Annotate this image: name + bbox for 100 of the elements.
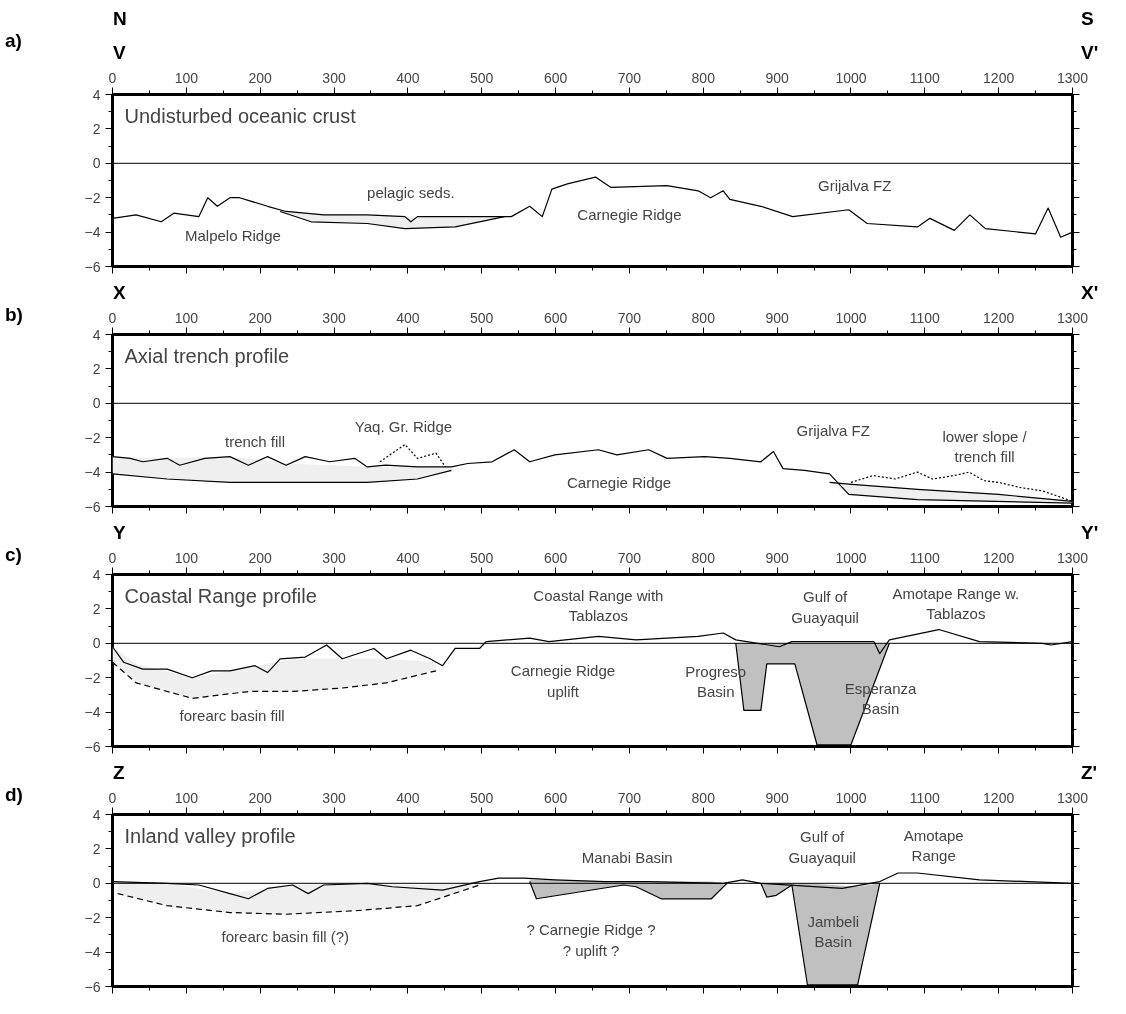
text: Undisturbed oceanic crust <box>124 104 357 127</box>
y-tick-label: 2 <box>92 120 101 137</box>
x-tick-label: 200 <box>248 309 273 326</box>
y-tick-label: 0 <box>92 155 101 172</box>
x-tick-label: 500 <box>470 789 494 806</box>
y-tick-label: −2 <box>84 429 101 446</box>
x-tick-label: 0 <box>108 549 117 566</box>
annotation: Malpelo Ridge <box>184 227 281 245</box>
x-tick-label: 200 <box>248 69 273 86</box>
y-tick-label: −2 <box>84 669 101 686</box>
x-tick-label: 1000 <box>835 789 867 806</box>
x-tick-label: 200 <box>248 789 273 806</box>
x-tick-label: 1000 <box>835 549 867 566</box>
y-tick-label: −2 <box>84 189 101 206</box>
x-tick-label: 100 <box>174 789 199 806</box>
x-tick-label: 600 <box>543 69 568 86</box>
annotation: trench fill <box>225 432 286 450</box>
x-tick-label: 900 <box>765 309 790 326</box>
annotation: Amotape Range <box>903 826 964 865</box>
annotation: Grijalva FZ <box>817 177 892 195</box>
text: Z <box>113 761 125 785</box>
x-tick-label: 1300 <box>1056 309 1089 326</box>
chart-title: c) <box>5 543 22 567</box>
x-tick-label: 800 <box>691 309 716 326</box>
y-tick-label: −2 <box>84 909 101 926</box>
x-tick-label: 800 <box>691 789 716 806</box>
annotation: Jambeli Basin <box>807 912 860 951</box>
text: S <box>1081 7 1094 31</box>
chart-title: d) <box>5 783 23 807</box>
y-tick-label: −4 <box>84 944 101 961</box>
y-tick-label: −6 <box>84 498 101 515</box>
x-tick-label: 400 <box>396 69 420 86</box>
text: X <box>113 281 126 305</box>
y-tick-label: 2 <box>92 360 101 377</box>
text: Axial trench profile <box>124 344 290 367</box>
x-tick-label: 300 <box>322 69 346 86</box>
x-tick-label: 400 <box>396 309 420 326</box>
x-tick-label: 800 <box>691 69 716 86</box>
y-tick-label: −6 <box>84 738 101 755</box>
annotation: Amotape Range w. Tablazos <box>892 585 1020 623</box>
y-tick-label: 4 <box>92 806 101 823</box>
x-tick-label: 100 <box>174 309 199 326</box>
text: Inland valley profile <box>124 824 296 847</box>
x-tick-label: 400 <box>396 549 420 566</box>
text: N <box>113 7 127 31</box>
x-tick-label: 1300 <box>1056 789 1089 806</box>
y-tick-label: 2 <box>92 840 101 857</box>
text: V' <box>1081 41 1099 65</box>
annotation: Yaq. Gr. Ridge <box>354 418 453 436</box>
x-tick-label: 900 <box>765 69 790 86</box>
annotation: Gulf of Guayaquil <box>791 588 859 626</box>
x-tick-label: 300 <box>322 789 346 806</box>
x-tick-label: 1200 <box>983 789 1015 806</box>
x-tick-label: 400 <box>396 789 420 806</box>
x-tick-label: 600 <box>543 309 568 326</box>
y-tick-label: −4 <box>84 464 101 481</box>
x-tick-label: 700 <box>617 309 642 326</box>
x-tick-label: 1000 <box>835 69 867 86</box>
text: Coastal Range profile <box>124 584 317 607</box>
annotation: lower slope / trench fill <box>942 427 1028 465</box>
x-tick-label: 700 <box>617 69 642 86</box>
x-tick-label: 100 <box>174 549 199 566</box>
annotation: pelagic seds. <box>367 184 455 202</box>
y-tick-label: 0 <box>92 875 101 892</box>
text: Y <box>113 521 126 545</box>
y-tick-label: −4 <box>84 224 101 241</box>
y-tick-label: −6 <box>84 258 101 275</box>
text: X' <box>1081 281 1099 305</box>
annotation: Carnegie Ridge <box>566 473 672 491</box>
x-tick-label: 300 <box>322 309 346 326</box>
text: Y' <box>1081 521 1099 545</box>
x-tick-label: 200 <box>248 549 273 566</box>
annotation: Grijalva FZ <box>796 422 870 440</box>
x-tick-label: 500 <box>470 69 494 86</box>
annotation: Coastal Range with Tablazos <box>533 586 664 625</box>
x-tick-label: 900 <box>765 549 790 566</box>
x-tick-label: 0 <box>108 789 117 806</box>
x-tick-label: 1300 <box>1056 69 1089 86</box>
y-tick-label: 2 <box>92 600 101 617</box>
x-tick-label: 600 <box>543 549 568 566</box>
annotation: forearc basin fill (?) <box>221 928 350 946</box>
y-tick-label: 0 <box>92 395 101 412</box>
x-tick-label: 1000 <box>835 309 867 326</box>
text: V <box>113 41 126 65</box>
x-tick-label: 1200 <box>983 549 1015 566</box>
x-tick-label: 500 <box>470 309 494 326</box>
text: Z' <box>1081 761 1098 785</box>
annotation: Carnegie Ridge <box>577 206 682 224</box>
x-tick-label: 0 <box>108 69 117 86</box>
x-tick-label: 1100 <box>909 309 941 326</box>
y-tick-label: −4 <box>84 704 101 721</box>
x-tick-label: 1100 <box>909 69 941 86</box>
x-tick-label: 900 <box>765 789 790 806</box>
chart-title: b) <box>5 303 23 327</box>
x-tick-label: 500 <box>470 549 494 566</box>
x-tick-label: 1200 <box>983 69 1015 86</box>
chart-title: a) <box>5 29 22 53</box>
annotation: forearc basin fill <box>179 707 285 725</box>
x-tick-label: 1100 <box>909 549 941 566</box>
x-tick-label: 100 <box>174 69 199 86</box>
